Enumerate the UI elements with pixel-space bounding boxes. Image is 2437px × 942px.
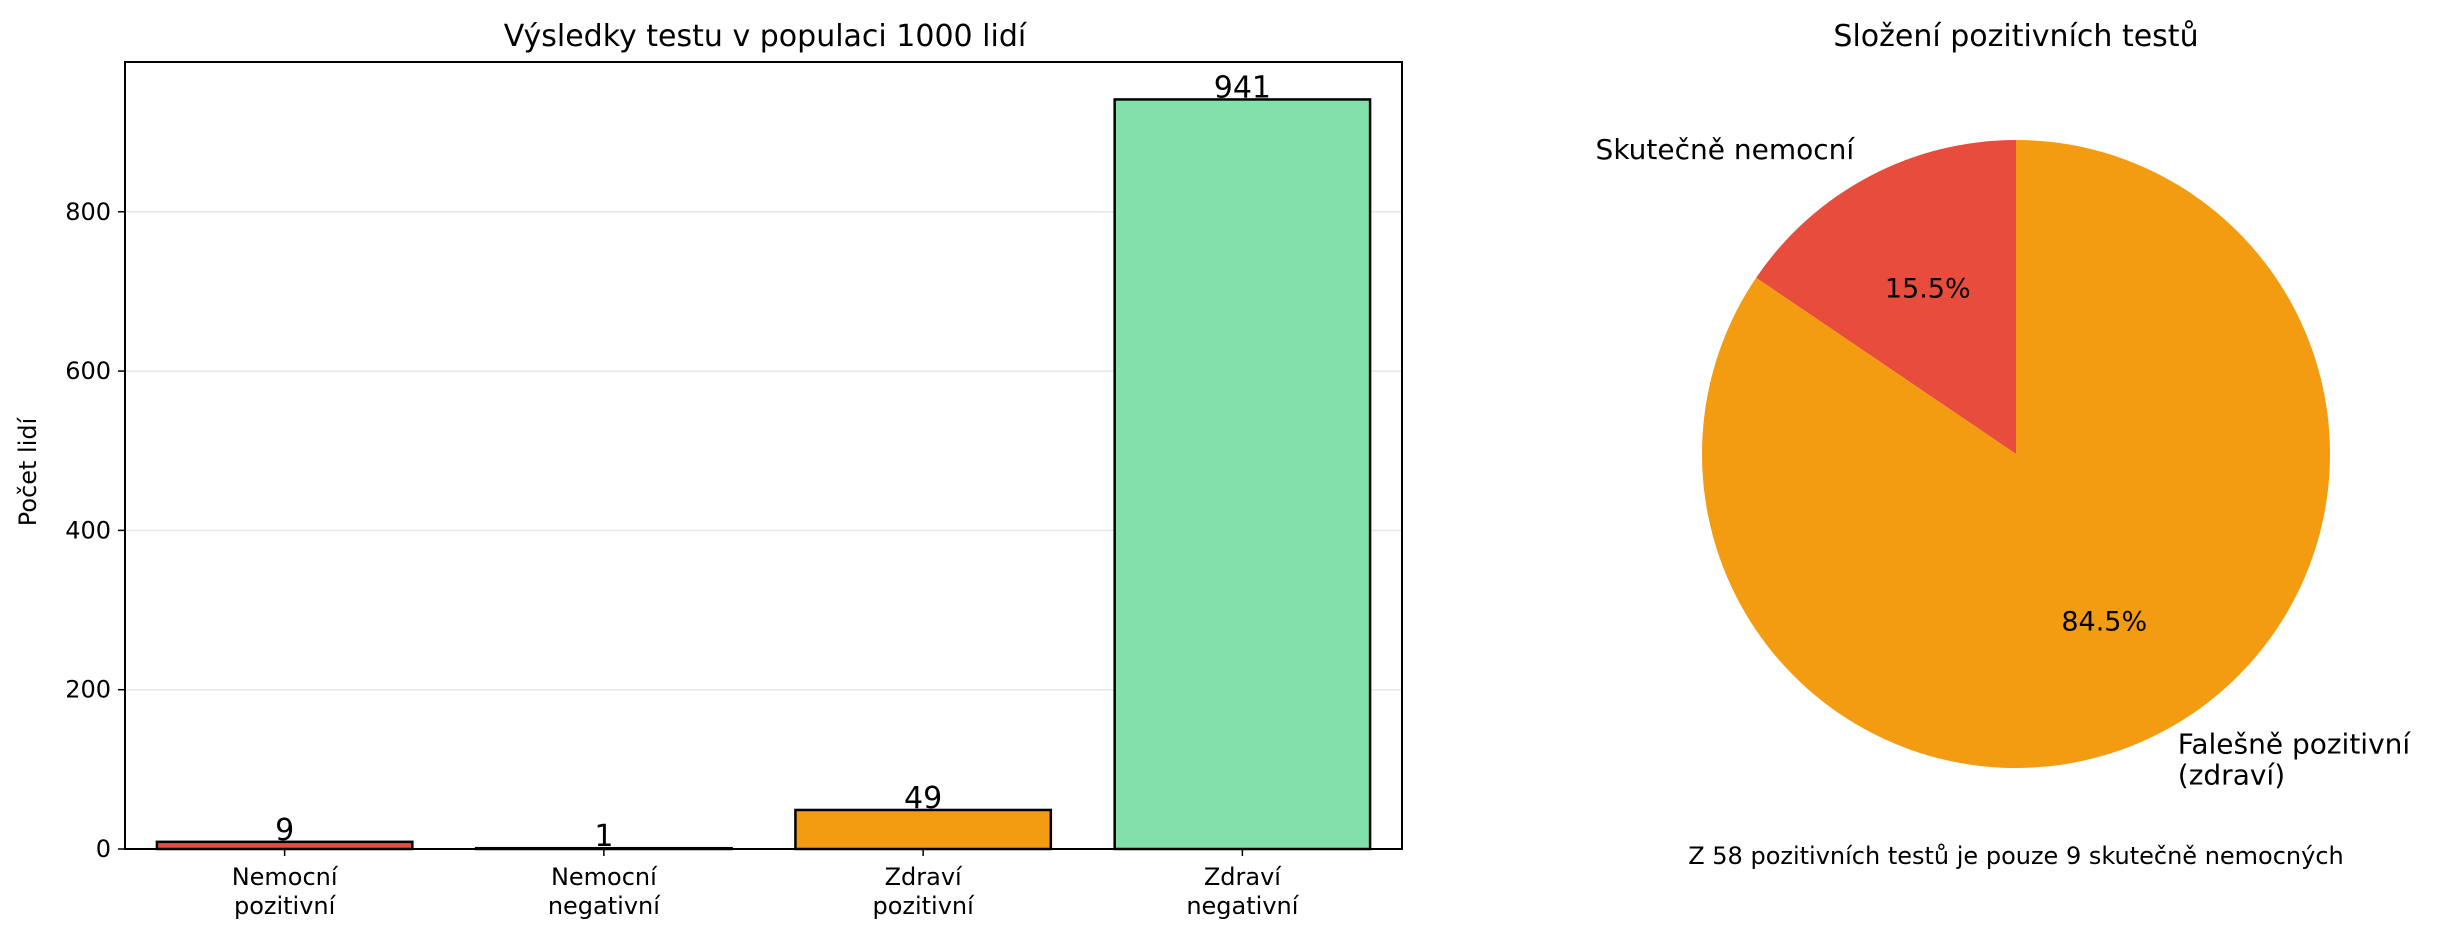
pie-slice [1702, 140, 2331, 769]
pie-labels: 15.5% Skutečně nemocní 84.5% Falešně poziti… [1596, 133, 2412, 792]
bar-value-label: 49 [904, 781, 942, 816]
y-tick-label: 600 [65, 357, 111, 385]
pie-slices [1702, 140, 2331, 769]
y-tick-label: 400 [65, 516, 111, 544]
pie-slice [1756, 140, 2016, 454]
bars [155, 98, 1372, 851]
x-tick-label: Zdraví pozitivní [872, 863, 975, 920]
y-tick-label: 800 [65, 198, 111, 226]
pie-chart: Složení pozitivních testů 15.5% Skutečně … [1596, 19, 2412, 870]
bar-value-label: 941 [1214, 70, 1271, 105]
pie-caption: Z 58 pozitivních testů je pouze 9 skuteč… [1688, 842, 2344, 870]
pie-slice-label: Skutečně nemocní [1596, 133, 1856, 166]
x-tick-label: Nemocní negativní [548, 863, 661, 920]
axes [124, 61, 1403, 850]
plot-frame [124, 61, 1403, 850]
bar [794, 808, 1053, 851]
bar-value-label: 1 [594, 819, 613, 854]
bar [1113, 98, 1372, 851]
bar-chart: Výsledky testu v populaci 1000 lidí Poče… [14, 19, 1403, 920]
y-tick-label: 0 [96, 835, 111, 863]
bar-chart-title: Výsledky testu v populaci 1000 lidí [504, 19, 1028, 54]
y-axis-label: Počet lidí [14, 416, 42, 526]
pie-chart-title: Složení pozitivních testů [1833, 19, 2198, 54]
value-labels: 9 1 49 941 [275, 70, 1271, 854]
x-tick-label: Zdraví negativní [1186, 863, 1299, 920]
bar-value-label: 9 [275, 813, 294, 848]
pie-percent-label: 84.5% [2061, 606, 2147, 637]
pie-percent-label: 15.5% [1885, 274, 1971, 305]
x-tick-label: Nemocní pozitivní [232, 863, 339, 920]
y-tick-label: 200 [65, 676, 111, 704]
pie-slice-label: Falešně pozitivní (zdraví) [2178, 728, 2412, 792]
ticks: 0 200 400 600 800 Nemocní pozitivní Nemocní nega… [65, 198, 1300, 920]
